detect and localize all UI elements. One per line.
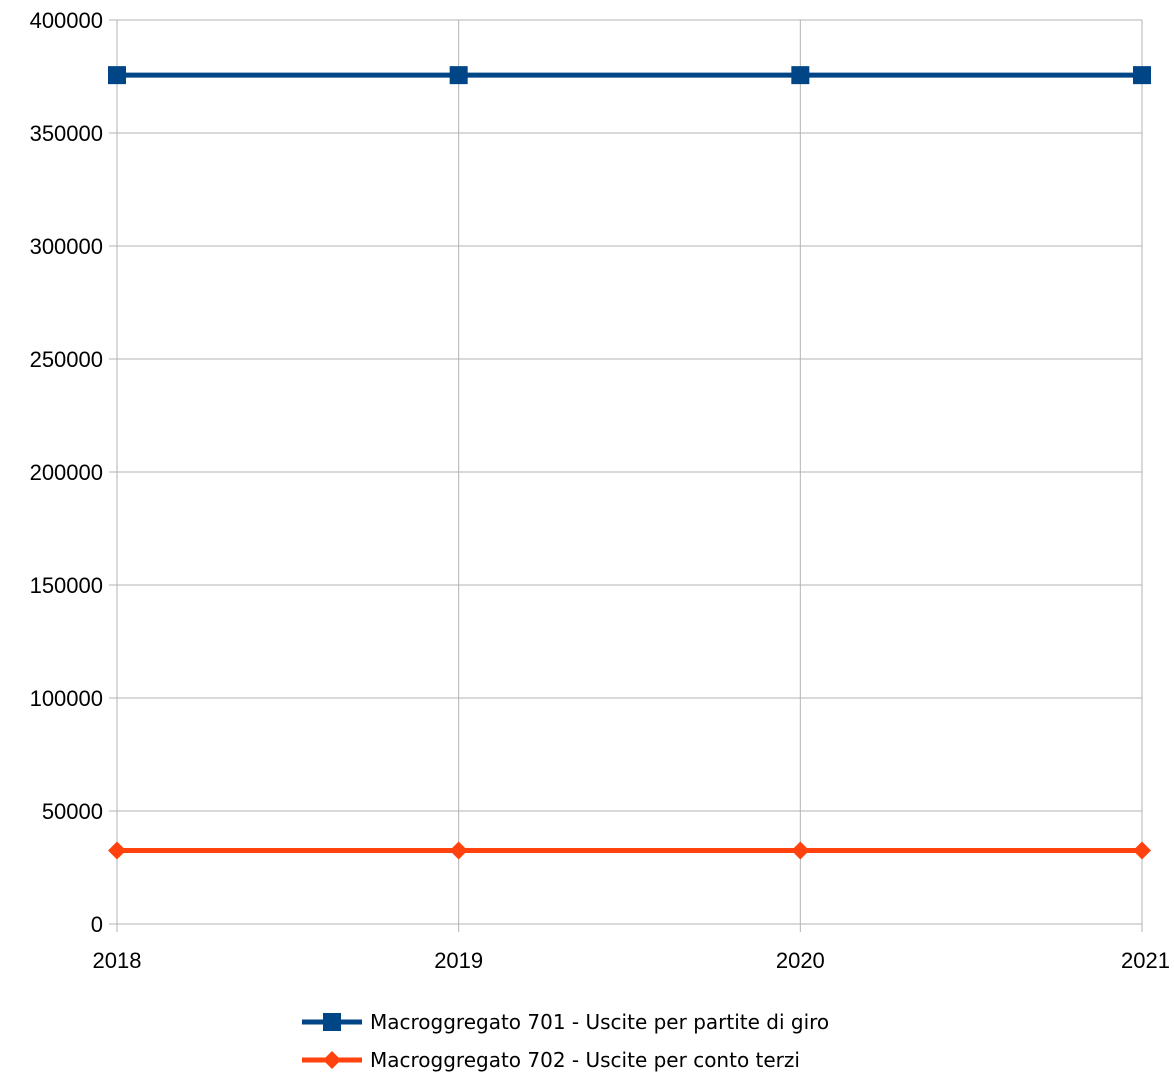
y-tick-label: 150000 xyxy=(30,573,103,598)
y-tick-label: 400000 xyxy=(30,8,103,33)
data-point-marker xyxy=(108,841,126,860)
x-tick-label: 2020 xyxy=(776,948,825,973)
y-tick-label: 0 xyxy=(91,912,103,937)
x-tick-label: 2018 xyxy=(93,948,142,973)
legend-label: Macroggregato 701 - Uscite per partite d… xyxy=(370,1010,829,1034)
y-tick-label: 250000 xyxy=(30,347,103,372)
series-1 xyxy=(108,66,1151,85)
data-point-marker xyxy=(791,841,810,860)
legend-item: Macroggregato 701 - Uscite per partite d… xyxy=(302,1010,829,1034)
data-point-marker xyxy=(1133,841,1151,860)
y-tick-label: 350000 xyxy=(30,121,103,146)
x-axis-tick-labels: 2018 2019 2020 2021 xyxy=(93,948,1170,973)
y-tick-label: 100000 xyxy=(30,686,103,711)
data-point-marker xyxy=(1133,66,1151,85)
data-point-marker xyxy=(791,66,810,85)
series-2 xyxy=(108,841,1151,860)
series-group xyxy=(108,66,1151,860)
data-point-marker xyxy=(449,841,468,860)
data-point-marker xyxy=(108,66,126,85)
y-tick-label: 50000 xyxy=(42,799,103,824)
y-tick-label: 200000 xyxy=(30,460,103,485)
axes xyxy=(109,19,1143,932)
legend-swatch-marker xyxy=(323,1051,341,1069)
data-point-marker xyxy=(449,66,468,85)
x-tick-label: 2021 xyxy=(1121,948,1170,973)
y-tick-label: 300000 xyxy=(30,234,103,259)
x-tick-label: 2019 xyxy=(434,948,483,973)
y-axis-tick-labels: 0 50000 100000 150000 200000 250000 300000 3500… xyxy=(30,8,103,937)
legend-label: Macroggregato 702 - Uscite per conto ter… xyxy=(370,1048,800,1072)
legend: Macroggregato 701 - Uscite per partite d… xyxy=(302,1010,829,1072)
legend-swatch-marker xyxy=(323,1013,341,1031)
grid-lines xyxy=(116,19,1143,925)
legend-item: Macroggregato 702 - Uscite per conto ter… xyxy=(302,1048,800,1072)
